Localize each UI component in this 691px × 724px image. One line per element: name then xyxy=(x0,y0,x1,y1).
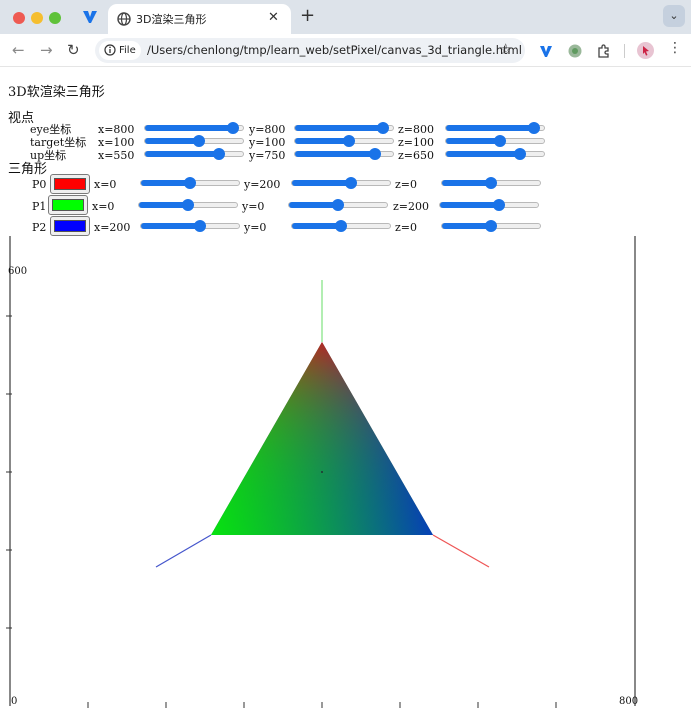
z-axis-line xyxy=(155,534,212,568)
p2-z-label: z=0 xyxy=(395,221,418,234)
origin-label: 0 xyxy=(11,696,17,707)
x-axis-right-label: 800 xyxy=(619,696,638,707)
p0-z-label: z=0 xyxy=(395,178,418,191)
reload-icon[interactable]: ↻ xyxy=(67,41,80,59)
forward-arrow-icon[interactable]: → xyxy=(40,41,53,59)
p2-x-label: x=200 xyxy=(94,221,131,234)
eye-z-label: z=800 xyxy=(398,123,435,136)
back-arrow-icon[interactable]: ← xyxy=(12,41,25,59)
rendered-triangle xyxy=(211,342,433,535)
target-x-label: x=100 xyxy=(98,136,135,149)
close-tab-icon[interactable]: ✕ xyxy=(268,10,279,25)
address-bar[interactable]: File /Users/chenlong/tmp/learn_web/setPi… xyxy=(95,38,525,63)
render-svg: 600 0 800 xyxy=(6,236,638,708)
extension-v-icon[interactable] xyxy=(538,43,554,59)
x-axis-line xyxy=(432,534,490,568)
minimize-window-button[interactable] xyxy=(31,12,43,24)
maximize-window-button[interactable] xyxy=(49,12,61,24)
info-icon xyxy=(104,44,116,56)
up-z-slider[interactable] xyxy=(445,148,545,160)
page-title: 3D软渲染三角形 xyxy=(8,85,105,100)
browser-toolbar: ← → ↻ File /Users/chenlong/tmp/learn_web… xyxy=(0,34,691,67)
tab-active[interactable]: 3D渲染三角形 ✕ xyxy=(108,4,291,34)
close-window-button[interactable] xyxy=(13,12,25,24)
page-content: 3D软渲染三角形 视点 eye坐标 x=800 y=800 z=800 targ… xyxy=(0,68,691,720)
p0-label: P0 xyxy=(32,178,47,191)
p0-y-label: y=200 xyxy=(244,178,281,191)
target-label: target坐标 xyxy=(30,136,87,149)
p0-color-swatch xyxy=(54,178,86,190)
up-y-slider[interactable] xyxy=(294,148,394,160)
y-axis-top-label: 600 xyxy=(8,266,27,277)
p1-z-label: z=200 xyxy=(393,200,430,213)
p2-label: P2 xyxy=(32,221,47,234)
p0-y-slider[interactable] xyxy=(291,177,391,189)
new-tab-button[interactable]: + xyxy=(300,5,316,26)
p2-color-swatch xyxy=(54,220,86,232)
p2-y-label: y=0 xyxy=(244,221,267,234)
p2-color-picker[interactable] xyxy=(50,216,90,236)
target-y-label: y=100 xyxy=(249,136,286,149)
app-logo-icon[interactable] xyxy=(82,9,98,25)
extension-circle-icon[interactable] xyxy=(567,43,583,59)
cursor-avatar-icon xyxy=(643,46,649,56)
left-axis-ticks xyxy=(6,315,12,629)
eye-x-label: x=800 xyxy=(98,123,135,136)
p1-color-swatch xyxy=(52,199,84,211)
render-canvas[interactable]: 600 0 800 xyxy=(0,236,691,724)
profile-avatar[interactable] xyxy=(637,42,654,59)
site-info-chip[interactable]: File xyxy=(99,41,141,60)
eye-z-slider[interactable] xyxy=(445,122,545,134)
p0-x-label: x=0 xyxy=(94,178,117,191)
target-x-slider[interactable] xyxy=(144,135,244,147)
tab-title: 3D渲染三角形 xyxy=(136,13,207,26)
tab-search-button[interactable]: ⌄ xyxy=(663,5,685,27)
p2-y-slider[interactable] xyxy=(291,220,391,232)
p1-x-label: x=0 xyxy=(92,200,115,213)
url-text[interactable]: /Users/chenlong/tmp/learn_web/setPixel/c… xyxy=(147,43,522,57)
p1-z-slider[interactable] xyxy=(439,199,539,211)
target-z-slider[interactable] xyxy=(445,135,545,147)
p1-x-slider[interactable] xyxy=(138,199,238,211)
bottom-axis-ticks xyxy=(87,702,557,708)
browser-menu-icon[interactable]: ⋮ xyxy=(668,40,682,56)
up-x-slider[interactable] xyxy=(144,148,244,160)
bookmark-star-icon[interactable]: ☆ xyxy=(499,40,513,58)
globe-icon xyxy=(117,12,131,26)
tab-bar: 3D渲染三角形 ✕ + ⌄ xyxy=(0,0,691,34)
eye-y-label: y=800 xyxy=(249,123,286,136)
eye-label: eye坐标 xyxy=(30,123,72,136)
extensions-puzzle-icon[interactable] xyxy=(596,43,612,59)
triangle-heading: 三角形 xyxy=(8,162,48,177)
p0-x-slider[interactable] xyxy=(140,177,240,189)
up-label: up坐标 xyxy=(30,149,67,162)
toolbar-separator xyxy=(624,44,625,58)
eye-y-slider[interactable] xyxy=(294,122,394,134)
p0-z-slider[interactable] xyxy=(441,177,541,189)
up-y-label: y=750 xyxy=(249,149,286,162)
p2-x-slider[interactable] xyxy=(140,220,240,232)
up-x-label: x=550 xyxy=(98,149,135,162)
viewpoint-heading: 视点 xyxy=(8,111,35,126)
target-y-slider[interactable] xyxy=(294,135,394,147)
p2-z-slider[interactable] xyxy=(441,220,541,232)
eye-x-slider[interactable] xyxy=(144,122,244,134)
site-info-label: File xyxy=(119,45,136,56)
p0-color-picker[interactable] xyxy=(50,174,90,194)
triangle-center-dot xyxy=(321,471,323,473)
p1-y-slider[interactable] xyxy=(288,199,388,211)
up-z-label: z=650 xyxy=(398,149,435,162)
p1-color-picker[interactable] xyxy=(48,195,88,215)
p1-label: P1 xyxy=(32,200,47,213)
p1-y-label: y=0 xyxy=(242,200,265,213)
target-z-label: z=100 xyxy=(398,136,435,149)
